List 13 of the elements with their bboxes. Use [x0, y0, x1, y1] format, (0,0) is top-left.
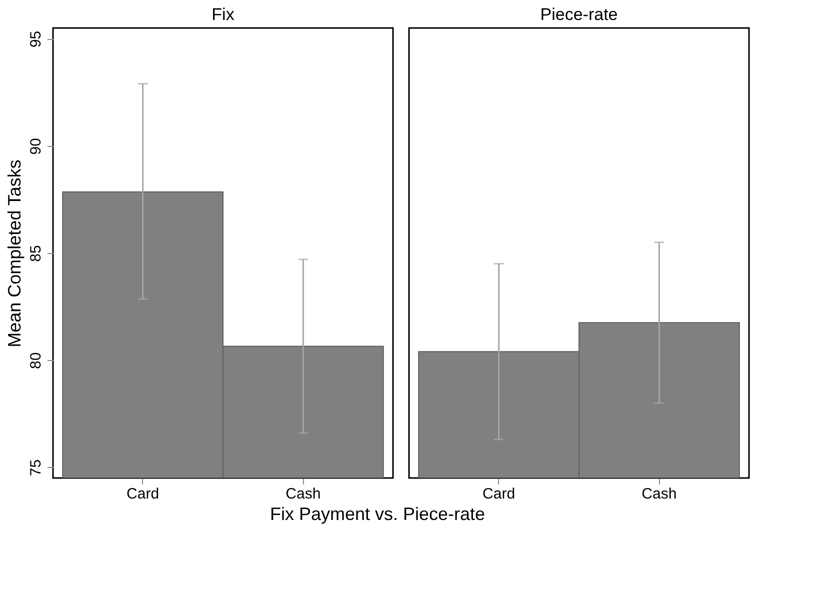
chart-title: Fix: [212, 5, 235, 24]
y-tick-label: 80: [28, 352, 44, 369]
y-tick-label: 75: [28, 459, 44, 476]
x-tick-label: Cash: [642, 486, 677, 502]
y-axis-title: Mean Completed Tasks: [4, 160, 24, 348]
x-tick-label: Card: [126, 486, 160, 502]
chart-title: Piece-rate: [540, 5, 618, 24]
y-tick-label: 85: [28, 245, 44, 262]
y-tick-label: 90: [28, 138, 44, 155]
x-axis-title: Fix Payment vs. Piece-rate: [270, 504, 486, 524]
y-tick-label: 95: [28, 30, 44, 48]
x-tick-label: Cash: [286, 486, 321, 502]
x-tick-label: Card: [482, 486, 516, 502]
